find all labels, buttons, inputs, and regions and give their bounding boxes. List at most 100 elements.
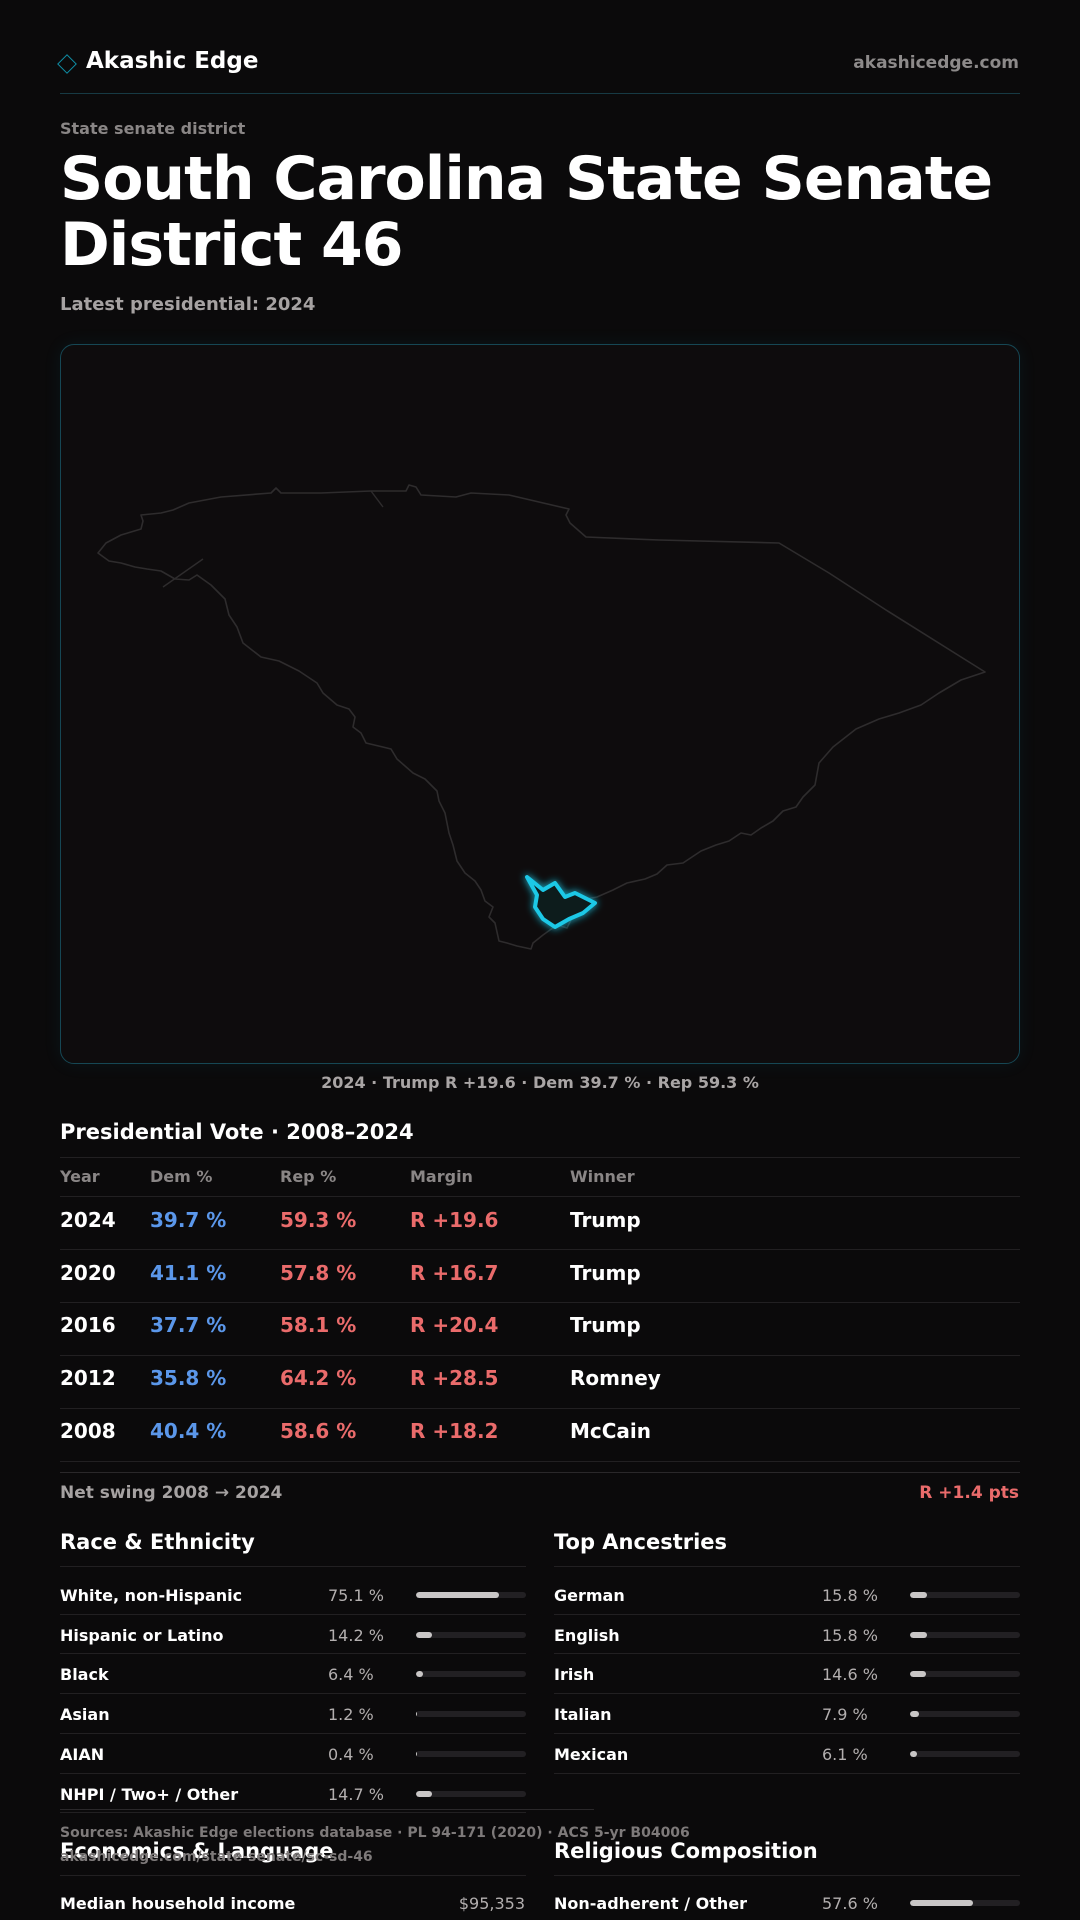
divider xyxy=(554,1693,1020,1695)
list-item-value: 14.7 % xyxy=(328,1784,384,1804)
row-year: 2008 xyxy=(60,1419,116,1443)
table-row: 2012 35.8 % 64.2 % R +28.5 Romney xyxy=(0,1366,1080,1418)
row-margin: R +28.5 xyxy=(410,1366,499,1390)
divider xyxy=(60,1566,526,1567)
row-winner: McCain xyxy=(570,1419,652,1443)
divider xyxy=(554,1732,1020,1734)
list-item-bar xyxy=(910,1592,1020,1598)
divider xyxy=(60,1302,1020,1303)
list-item-bar xyxy=(910,1900,1020,1906)
list-item-bar-fill xyxy=(910,1711,919,1718)
divider xyxy=(554,1566,1020,1567)
net-swing-label: Net swing 2008 → 2024 xyxy=(60,1483,283,1503)
col-header-dem: Dem % xyxy=(150,1167,213,1186)
table-row: 2016 37.7 % 58.1 % R +20.4 Trump xyxy=(0,1313,1080,1365)
list-item-bar xyxy=(910,1671,1020,1678)
divider xyxy=(60,1812,526,1814)
ancestry-list: German 15.8 % English 15.8 % Irish 14.6 % Ital… xyxy=(554,1576,1020,1776)
list-item-label: English xyxy=(554,1625,620,1645)
list-item-bar xyxy=(416,1750,526,1757)
divider xyxy=(60,1355,1020,1356)
divider xyxy=(554,1653,1020,1655)
list-item-bar-fill xyxy=(416,1711,418,1718)
presidential-title: Presidential Vote · 2008–2024 xyxy=(60,1120,414,1144)
divider xyxy=(60,1249,1020,1250)
religion-list: Non-adherent / Other 57.6 % xyxy=(554,1884,1020,1920)
row-margin: R +16.7 xyxy=(410,1261,499,1285)
brand-name[interactable]: Akashic Edge xyxy=(86,48,259,74)
state-map-svg xyxy=(97,484,986,950)
divider xyxy=(60,1772,526,1774)
list-item-bar-fill xyxy=(416,1592,499,1598)
divider xyxy=(60,1157,1020,1158)
divider xyxy=(60,1653,526,1655)
map-caption: 2024 · Trump R +19.6 · Dem 39.7 % · Rep … xyxy=(321,1073,759,1092)
economics-title: Economics & Language xyxy=(60,1839,334,1863)
row-year: 2024 xyxy=(60,1208,116,1232)
econ-item-value: $95,353 xyxy=(458,1894,525,1913)
logo-diamond-icon xyxy=(57,54,77,74)
list-item-bar-fill xyxy=(910,1671,927,1678)
list-item-value: 1.2 % xyxy=(328,1705,374,1725)
list-item-bar xyxy=(910,1711,1020,1718)
page-kicker: State senate district xyxy=(60,119,246,138)
divider xyxy=(60,1472,1020,1473)
district-46-shape[interactable] xyxy=(525,875,597,929)
list-item-bar-fill xyxy=(416,1671,424,1678)
divider xyxy=(554,1875,1020,1876)
list-item-label: Mexican xyxy=(554,1744,629,1764)
list-item-bar xyxy=(416,1671,526,1678)
row-rep: 58.6 % xyxy=(280,1419,357,1443)
divider xyxy=(60,1613,526,1615)
footer-divider xyxy=(60,1809,594,1810)
list-item-label: NHPI / Two+ / Other xyxy=(60,1784,239,1804)
district-map[interactable] xyxy=(60,344,1020,1064)
list-item-value: 6.4 % xyxy=(328,1665,374,1685)
col-header-winner: Winner xyxy=(570,1167,635,1186)
divider xyxy=(554,1772,1020,1774)
race-list: White, non-Hispanic 75.1 % Hispanic or Lat… xyxy=(60,1576,526,1814)
row-winner: Trump xyxy=(570,1261,641,1285)
row-margin: R +19.6 xyxy=(410,1208,499,1232)
list-item-bar xyxy=(416,1711,526,1718)
list-item-label: Irish xyxy=(554,1665,595,1685)
row-rep: 57.8 % xyxy=(280,1261,357,1285)
divider xyxy=(554,1613,1020,1615)
row-rep: 58.1 % xyxy=(280,1313,357,1337)
table-row: 2008 40.4 % 58.6 % R +18.2 McCain xyxy=(0,1419,1080,1471)
divider xyxy=(60,1461,1020,1462)
list-item-value: 0.4 % xyxy=(328,1744,374,1764)
divider xyxy=(60,1408,1020,1409)
divider xyxy=(60,1875,526,1876)
list-item-bar-fill xyxy=(416,1790,433,1797)
row-rep: 59.3 % xyxy=(280,1208,357,1232)
row-winner: Romney xyxy=(570,1366,661,1390)
religion-title: Religious Composition xyxy=(554,1839,818,1863)
list-item-value: 15.8 % xyxy=(822,1625,878,1645)
ancestry-title: Top Ancestries xyxy=(554,1530,728,1554)
table-row: 2020 41.1 % 57.8 % R +16.7 Trump xyxy=(0,1261,1080,1313)
sources-url[interactable]: akashicedge.com/state-senate/sc-sd-46 xyxy=(60,1849,373,1865)
row-rep: 64.2 % xyxy=(280,1366,357,1390)
row-margin: R +20.4 xyxy=(410,1313,499,1337)
col-header-year: Year xyxy=(60,1167,100,1186)
list-item-label: Black xyxy=(60,1665,109,1685)
site-link[interactable]: akashicedge.com xyxy=(853,53,1019,73)
list-item-bar-fill xyxy=(416,1631,432,1638)
list-item-value: 75.1 % xyxy=(328,1586,384,1605)
sources-text: Sources: Akashic Edge elections database… xyxy=(60,1825,690,1841)
race-title: Race & Ethnicity xyxy=(60,1530,255,1554)
list-item-label: Italian xyxy=(554,1705,612,1725)
list-item-bar xyxy=(910,1631,1020,1638)
list-item-bar-fill xyxy=(910,1592,928,1598)
page-title: South Carolina State Senate District 46 xyxy=(60,144,993,280)
list-item-value: 14.6 % xyxy=(822,1665,878,1685)
state-border-detail xyxy=(162,558,204,588)
row-dem: 35.8 % xyxy=(150,1366,227,1390)
list-item-value: 6.1 % xyxy=(822,1744,868,1764)
row-dem: 37.7 % xyxy=(150,1313,227,1337)
col-header-margin: Margin xyxy=(410,1167,473,1186)
divider xyxy=(60,1693,526,1695)
row-dem: 41.1 % xyxy=(150,1261,227,1285)
row-dem: 39.7 % xyxy=(150,1208,227,1232)
